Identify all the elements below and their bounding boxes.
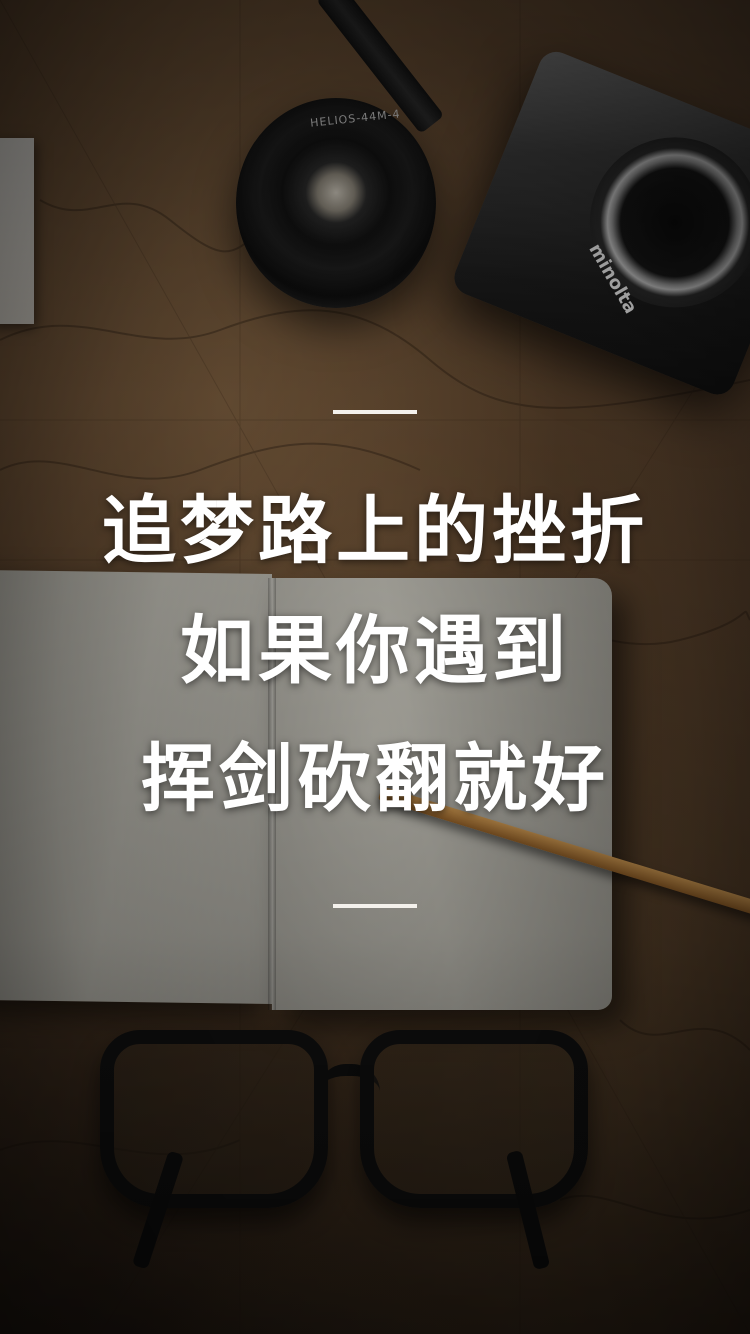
bottom-divider	[333, 904, 417, 908]
poem-line-3: 挥剑砍翻就好	[141, 736, 609, 822]
poem-line-2: 如果你遇到	[180, 608, 570, 694]
poem-line-1: 追梦路上的挫折	[102, 488, 648, 574]
top-divider	[333, 410, 417, 414]
